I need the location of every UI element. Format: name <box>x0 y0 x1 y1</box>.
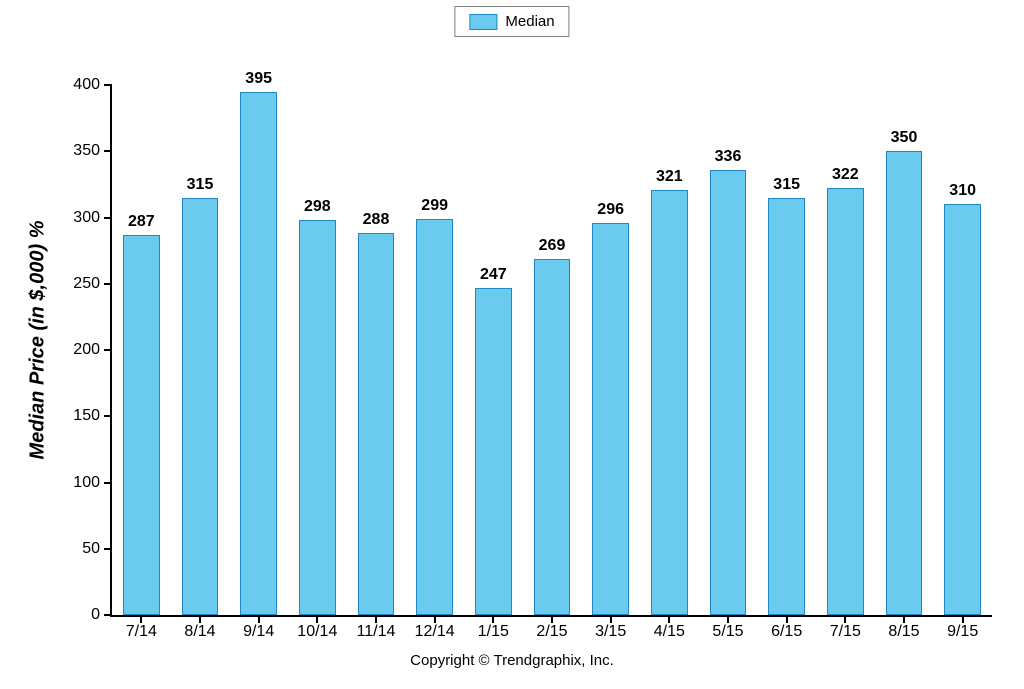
bar <box>299 220 335 615</box>
bar-value-label: 322 <box>832 166 859 184</box>
x-tick <box>140 615 142 623</box>
bar-value-label: 336 <box>715 148 742 166</box>
x-tick-label: 7/15 <box>830 623 861 641</box>
y-tick <box>104 84 112 86</box>
y-tick <box>104 283 112 285</box>
y-tick-label: 150 <box>73 407 100 425</box>
legend-swatch <box>469 14 497 30</box>
chart-legend: Median <box>454 6 569 37</box>
x-tick-label: 7/14 <box>126 623 157 641</box>
bar-value-label: 350 <box>891 129 918 147</box>
bar-value-label: 310 <box>949 182 976 200</box>
x-tick <box>903 615 905 623</box>
x-tick-label: 5/15 <box>712 623 743 641</box>
bar-value-label: 298 <box>304 198 331 216</box>
bar-value-label: 395 <box>245 70 272 88</box>
copyright-text: Copyright © Trendgraphix, Inc. <box>410 652 614 669</box>
bar <box>651 190 687 615</box>
y-tick <box>104 217 112 219</box>
x-tick-label: 4/15 <box>654 623 685 641</box>
x-tick <box>668 615 670 623</box>
x-tick-label: 8/14 <box>184 623 215 641</box>
bar <box>886 151 922 615</box>
x-tick-label: 9/14 <box>243 623 274 641</box>
x-tick-label: 6/15 <box>771 623 802 641</box>
y-tick-label: 350 <box>73 142 100 160</box>
bar <box>416 219 452 615</box>
bar <box>944 204 980 615</box>
y-tick-label: 300 <box>73 209 100 227</box>
legend-label: Median <box>505 13 554 30</box>
y-tick <box>104 415 112 417</box>
x-tick <box>962 615 964 623</box>
bar-value-label: 288 <box>363 211 390 229</box>
y-tick <box>104 548 112 550</box>
bar <box>592 223 628 615</box>
median-price-chart: Median 0501001502002503003504007/142878/… <box>0 0 1024 689</box>
y-tick-label: 0 <box>91 606 100 624</box>
x-tick-label: 10/14 <box>297 623 337 641</box>
bar-value-label: 296 <box>597 201 624 219</box>
bar-value-label: 269 <box>539 237 566 255</box>
y-tick-label: 250 <box>73 275 100 293</box>
x-tick <box>610 615 612 623</box>
x-tick-label: 1/15 <box>478 623 509 641</box>
x-tick-label: 8/15 <box>888 623 919 641</box>
x-tick <box>199 615 201 623</box>
bar-value-label: 315 <box>773 176 800 194</box>
x-tick-label: 2/15 <box>536 623 567 641</box>
y-tick-label: 400 <box>73 76 100 94</box>
y-axis-title: Median Price (in $,000) % <box>27 221 50 460</box>
bar <box>534 259 570 615</box>
y-tick <box>104 482 112 484</box>
bar <box>475 288 511 615</box>
y-tick-label: 50 <box>82 540 100 558</box>
bar <box>358 233 394 615</box>
x-tick <box>434 615 436 623</box>
bar-value-label: 287 <box>128 213 155 231</box>
y-tick-label: 200 <box>73 341 100 359</box>
bar-value-label: 299 <box>421 197 448 215</box>
x-tick <box>258 615 260 623</box>
bar <box>123 235 159 615</box>
y-tick <box>104 614 112 616</box>
x-tick <box>492 615 494 623</box>
bar <box>710 170 746 615</box>
x-tick <box>727 615 729 623</box>
y-tick <box>104 150 112 152</box>
bar <box>768 198 804 615</box>
x-tick <box>786 615 788 623</box>
y-tick <box>104 349 112 351</box>
plot-area: 0501001502002503003504007/142878/143159/… <box>110 85 992 617</box>
x-tick <box>551 615 553 623</box>
x-tick-label: 3/15 <box>595 623 626 641</box>
x-tick <box>844 615 846 623</box>
y-tick-label: 100 <box>73 474 100 492</box>
bar <box>827 188 863 615</box>
bar <box>240 92 276 615</box>
bar-value-label: 321 <box>656 168 683 186</box>
x-tick <box>316 615 318 623</box>
bar <box>182 198 218 615</box>
x-tick-label: 11/14 <box>357 623 396 641</box>
bar-value-label: 247 <box>480 266 507 284</box>
bar-value-label: 315 <box>187 176 214 194</box>
x-tick <box>375 615 377 623</box>
x-tick-label: 12/14 <box>415 623 455 641</box>
x-tick-label: 9/15 <box>947 623 978 641</box>
